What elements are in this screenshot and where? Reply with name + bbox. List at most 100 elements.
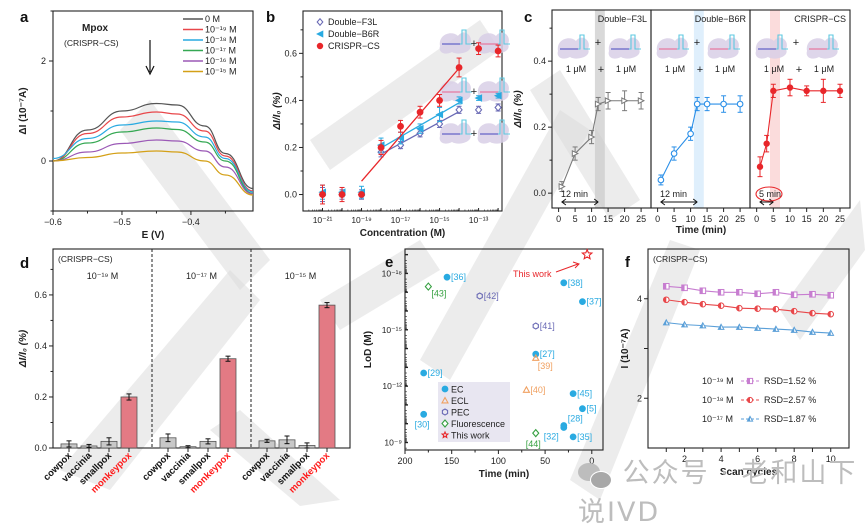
crrna-hairpin xyxy=(498,29,510,45)
wechat-icon xyxy=(578,461,612,489)
legend-rsd: RSD=2.57 % xyxy=(764,395,816,405)
crrna-hairpin xyxy=(728,34,740,50)
data-point xyxy=(571,149,580,158)
legend-label: 10⁻¹⁶ M xyxy=(205,56,236,66)
y-tick-label: 0.2 xyxy=(34,392,47,402)
y-tick-label: 0.2 xyxy=(284,142,297,152)
highlight-band xyxy=(770,10,780,208)
legend-marker xyxy=(441,385,449,393)
data-point-fill xyxy=(663,283,667,290)
y-axis-label: ΔI/I₀ (%) xyxy=(18,329,29,368)
this-work-label: This work xyxy=(513,269,552,279)
subplot-CRISPR−CS: 0 5 10 15 20 25 CRISPR−CS +1 μM +1 μM 5 min xyxy=(749,9,851,224)
crrna-hairpin xyxy=(629,34,641,50)
legend-concentration: 10⁻¹⁹ M xyxy=(702,376,734,386)
data-point xyxy=(579,298,586,305)
concentration-plus: + xyxy=(697,64,703,76)
data-point-fill xyxy=(773,289,776,296)
data-point xyxy=(494,103,502,112)
watermark-stroke xyxy=(420,110,590,380)
x-tick-label: 10 xyxy=(826,454,836,464)
x-axis-label: Time (min) xyxy=(479,469,529,480)
duration-label: 12 min xyxy=(660,189,687,199)
subplot-Double−B6R: 0 5 10 15 20 25 Double−B6R +1 μM +1 μM 12 min xyxy=(650,9,751,224)
legend-label: Double−B6R xyxy=(328,29,380,39)
x-tick-label: 10⁻¹³ xyxy=(469,215,489,225)
series-10⁻¹⁷ M xyxy=(662,318,835,336)
chart-title: Mpox xyxy=(82,23,109,34)
point-label: [43] xyxy=(431,289,446,299)
annotation-arrow-head xyxy=(572,261,580,269)
data-point xyxy=(454,96,463,105)
legend-marker xyxy=(316,17,324,27)
data-point xyxy=(579,405,586,413)
legend-label: 0 M xyxy=(205,14,220,24)
panel-b: 10⁻²¹ 10⁻¹⁹ 10⁻¹⁷ 10⁻¹⁵ 10⁻¹³ 0.0 0.2 0.4 0.6 Con… xyxy=(272,10,510,239)
concentration-label-left: 1 μM xyxy=(665,64,685,74)
data-point xyxy=(493,91,502,100)
panel-e: 200 150 100 50 0 10⁻¹⁸ 10⁻¹⁵ 10⁻¹² 10⁻⁹ Time (min… xyxy=(363,248,604,480)
chart-subtitle: (CRISPR−CS) xyxy=(58,254,113,264)
x-tick-label: 20 xyxy=(719,214,729,224)
crrna-hairpin xyxy=(677,34,689,50)
chart-subtitle: (CRISPR−CS) xyxy=(64,38,119,48)
inset-enzyme-right xyxy=(806,34,839,59)
y-tick-label: 10⁻⁹ xyxy=(384,437,402,447)
cas-protein-blob xyxy=(439,80,471,102)
y-tick-label: 0.2 xyxy=(533,122,546,132)
data-point xyxy=(569,433,577,441)
figure: −0.6 −0.5 −0.4 0 2 E (V) ΔI (10⁻⁷A) Mpox (CRISPR… xyxy=(18,9,865,506)
highlight-circle xyxy=(755,186,783,202)
curves xyxy=(53,102,253,196)
data-point xyxy=(377,144,385,151)
arrow-head-left xyxy=(561,198,567,206)
legend-marker-fill xyxy=(747,416,750,422)
point-label: [45] xyxy=(577,389,592,399)
bar-monkeypox xyxy=(318,304,336,449)
y-tick-label: 2 xyxy=(41,56,46,66)
x-tick-label: 0 xyxy=(754,214,759,224)
point-label: [5] xyxy=(586,404,596,414)
data-point-fill xyxy=(663,319,667,325)
point-label: [29] xyxy=(428,368,443,378)
inset-enzyme-right xyxy=(477,119,510,144)
data-point-fill xyxy=(736,305,740,312)
data-point xyxy=(703,100,711,108)
axes-frame xyxy=(404,248,604,451)
arrow-head-left xyxy=(660,198,666,206)
data-point-fill xyxy=(809,310,813,316)
data-point xyxy=(435,110,444,119)
cas-protein-blob xyxy=(656,37,688,59)
inset-plus: + xyxy=(595,37,601,49)
annotation-arrow xyxy=(555,263,579,273)
point-label: [38] xyxy=(568,278,583,288)
data-point-fill xyxy=(773,306,776,312)
data-point xyxy=(720,100,727,108)
y-axis-label: ΔI/I₀ (%) xyxy=(513,90,524,129)
legend-concentration: 10⁻¹⁸ M xyxy=(702,395,734,405)
watermark-strokes xyxy=(60,20,865,506)
x-tick-label: 4 xyxy=(719,454,724,464)
group-label: 10⁻¹⁷ M xyxy=(186,271,217,281)
data-point xyxy=(560,424,568,431)
y-axis-label: I (10⁻⁷A) xyxy=(620,329,631,369)
fit-line xyxy=(361,67,460,182)
bar-monkeypox xyxy=(120,396,138,449)
series-10⁻¹⁸ M xyxy=(662,296,835,318)
group-label: 10⁻¹⁹ M xyxy=(87,271,119,281)
y-tick-label: 0.4 xyxy=(34,341,47,351)
subplot-Double−F3L: 0 5 10 15 20 25 Double−F3L +1 μM +1 μM 12 min xyxy=(551,9,652,224)
legend-box xyxy=(438,382,510,442)
legend-marker-fill xyxy=(747,378,750,384)
crrna-hairpin xyxy=(460,77,472,93)
inset-enzyme-left xyxy=(439,29,472,54)
y-axis-label: LoD (M) xyxy=(363,331,374,368)
watermark-stroke xyxy=(60,270,260,490)
data-point-fill xyxy=(791,308,795,314)
data-point xyxy=(531,353,540,361)
data-point xyxy=(560,279,568,287)
data-point xyxy=(443,273,451,281)
data-point-fill xyxy=(754,290,758,297)
x-tick-label: 10 xyxy=(587,214,597,224)
legend-label: 10⁻¹⁹ M xyxy=(205,25,237,35)
